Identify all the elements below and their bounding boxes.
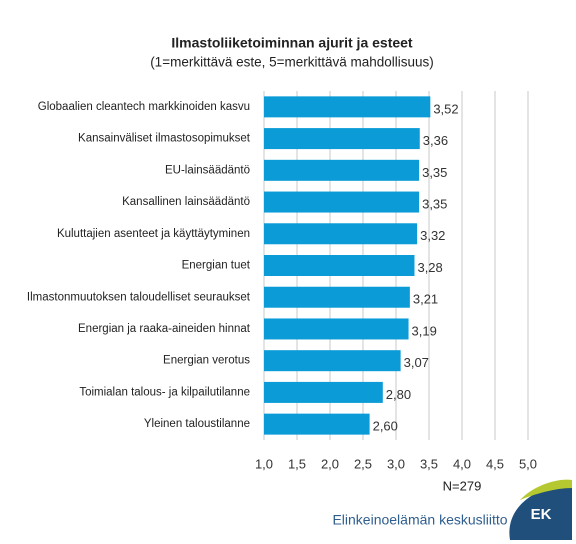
value-label: 3,36	[423, 133, 448, 148]
logo-text: EK	[531, 506, 552, 523]
value-label: 3,52	[433, 101, 458, 116]
x-tick-label: 1,0	[255, 456, 273, 471]
chart-title: Ilmastoliiketoiminnan ajurit ja esteet	[171, 35, 413, 51]
x-tick-label: 1,5	[288, 456, 306, 471]
logo-shape	[509, 482, 572, 540]
category-label: Ilmastonmuutoksen taloudelliset seurauks…	[27, 291, 251, 303]
value-label: 3,35	[422, 196, 447, 211]
bar	[264, 413, 370, 435]
logo: EK	[509, 479, 572, 540]
footer-org: Elinkeinoelämän keskusliitto	[332, 512, 507, 528]
value-label: 2,60	[373, 419, 398, 434]
category-label: EU-lainsäädäntö	[165, 164, 250, 176]
bar	[264, 318, 409, 340]
bar	[264, 286, 410, 308]
x-tick-label: 4,0	[453, 456, 471, 471]
category-label: Yleinen taloustilanne	[144, 418, 250, 430]
category-label: Kuluttajien asenteet ja käyttäytyminen	[57, 228, 250, 240]
category-label: Globaalien cleantech markkinoiden kasvu	[38, 101, 250, 113]
x-tick-label: 2,0	[321, 456, 339, 471]
x-tick-label: 2,5	[354, 456, 372, 471]
bar	[264, 128, 420, 150]
x-tick-label: 5,0	[519, 456, 537, 471]
x-tick-label: 3,0	[387, 456, 405, 471]
logo-accent	[520, 479, 572, 500]
chart-subtitle: (1=merkittävä este, 5=merkittävä mahdoll…	[150, 55, 434, 70]
bar	[264, 223, 418, 245]
category-label: Kansallinen lainsäädäntö	[122, 196, 250, 208]
value-label: 3,28	[417, 260, 442, 275]
value-label: 2,80	[386, 387, 411, 402]
category-label: Energian verotus	[163, 355, 250, 367]
sample-note: N=279	[443, 478, 482, 493]
value-label: 3,19	[412, 323, 437, 338]
category-label: Toimialan talous- ja kilpailutilanne	[79, 386, 250, 398]
bar	[264, 255, 415, 276]
value-label: 3,07	[404, 355, 429, 370]
bar	[264, 191, 420, 213]
bar	[264, 350, 401, 372]
category-label: Energian ja raaka-aineiden hinnat	[78, 323, 251, 335]
bar	[264, 381, 383, 403]
category-label: Kansainväliset ilmastosopimukset	[78, 133, 251, 145]
x-tick-label: 3,5	[420, 456, 438, 471]
x-tick-label: 4,5	[486, 456, 504, 471]
value-label: 3,35	[422, 165, 447, 180]
value-label: 3,21	[413, 292, 438, 307]
value-label: 3,32	[420, 228, 445, 243]
category-label: Energian tuet	[182, 260, 251, 272]
bar	[264, 159, 420, 181]
bar	[264, 96, 431, 118]
